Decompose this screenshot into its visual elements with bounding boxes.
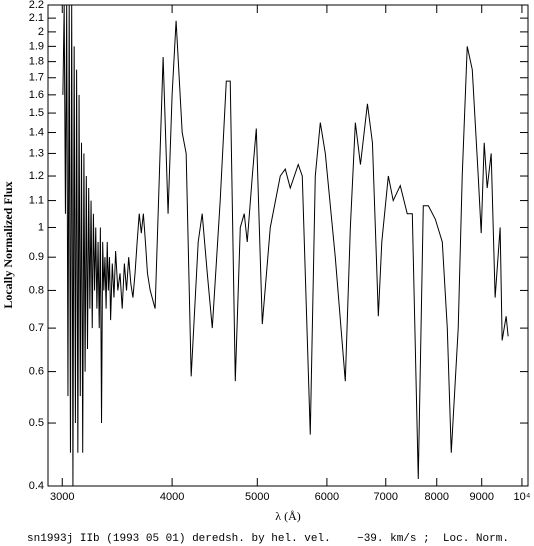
y-tick-label: 2.1 (29, 12, 44, 24)
x-tick-label: 9000 (469, 491, 493, 503)
y-axis-label: Locally Normalized Flux (1, 181, 15, 308)
y-tick-label: 1.7 (29, 72, 44, 84)
y-tick-label: 0.6 (29, 366, 44, 378)
x-tick-label: 7000 (374, 491, 398, 503)
y-tick-label: 0.9 (29, 251, 44, 263)
plot-frame (47, 4, 529, 487)
y-tick-label: 1.9 (29, 40, 44, 52)
y-tick-label: 1.5 (29, 107, 44, 119)
y-tick-label: 1.4 (29, 126, 44, 138)
y-tick-label: 1.3 (29, 147, 44, 159)
y-tick-label: 1.6 (29, 89, 44, 101)
y-tick-label: 1.1 (29, 194, 44, 206)
y-tick-label: 2 (38, 26, 44, 38)
y-tick-label: 0.5 (29, 417, 44, 429)
y-tick-label: 0.4 (29, 480, 44, 492)
y-tick-label: 1.2 (29, 170, 44, 182)
x-tick-label: 6000 (315, 491, 339, 503)
x-tick-label: 3000 (50, 491, 74, 503)
x-axis-label: λ (Å) (275, 509, 300, 523)
y-tick-label: 2.2 (29, 0, 44, 11)
spectrum-line (62, 5, 509, 486)
y-tick-label: 0.7 (29, 322, 44, 334)
y-tick-label: 1.8 (29, 56, 44, 68)
x-tick-label: 5000 (245, 491, 269, 503)
x-tick-label: 4000 (160, 491, 184, 503)
x-tick-label: 8000 (425, 491, 449, 503)
y-tick-label: 1 (38, 221, 44, 233)
y-tick-label: 0.8 (29, 284, 44, 296)
caption: sn1993j IIb (1993 05 01) deredsh. by hel… (27, 533, 509, 545)
x-tick-label: 10⁴ (513, 491, 530, 503)
